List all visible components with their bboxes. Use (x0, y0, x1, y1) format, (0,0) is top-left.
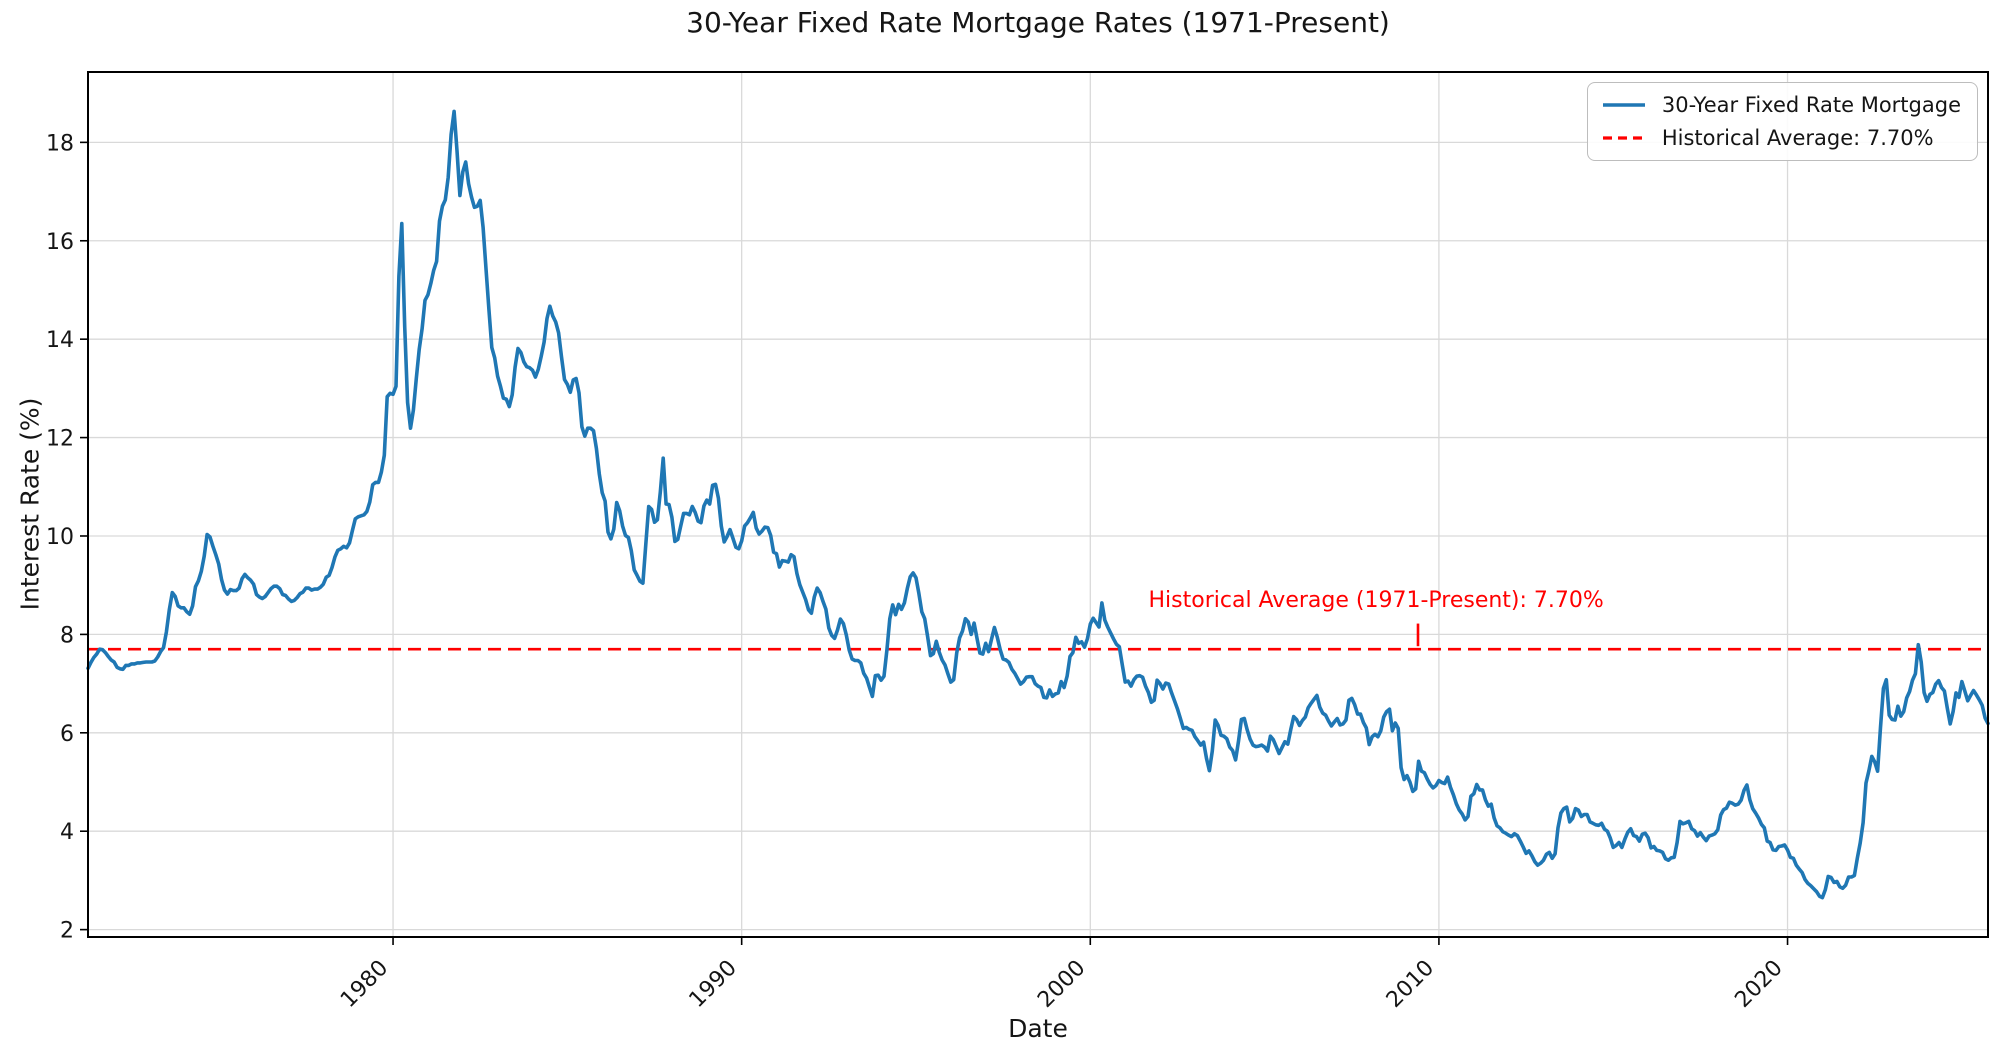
y-tick-label: 2 (60, 919, 74, 944)
y-tick-label: 14 (46, 328, 74, 353)
y-tick-label: 6 (60, 722, 74, 747)
y-tick-label: 4 (60, 820, 74, 845)
legend-label-mortgage: 30-Year Fixed Rate Mortgage (1661, 93, 1961, 117)
legend-item-average: Historical Average: 7.70% (1602, 126, 1961, 150)
plot-border (87, 71, 1989, 938)
x-tick-label: 1980 (336, 956, 393, 1013)
historical-average-annotation: Historical Average (1971-Present): 7.70% (1148, 587, 1604, 613)
x-tick-label: 2000 (1033, 956, 1090, 1013)
legend-label-average: Historical Average: 7.70% (1661, 126, 1934, 150)
mortgage-rate-line (86, 109, 1990, 900)
x-tick-label: 2020 (1731, 956, 1788, 1013)
y-tick-label: 16 (46, 230, 74, 255)
chart-title: 30-Year Fixed Rate Mortgage Rates (1971-… (686, 6, 1390, 39)
dashed-line-sample-icon (1602, 136, 1645, 140)
x-tick-label: 1990 (685, 956, 742, 1013)
legend-item-mortgage: 30-Year Fixed Rate Mortgage (1602, 93, 1961, 117)
solid-line-sample-icon (1602, 103, 1645, 107)
y-tick-label: 18 (46, 131, 74, 156)
y-tick-label: 12 (46, 427, 74, 452)
y-tick-label: 10 (46, 525, 74, 550)
y-axis-title: Interest Rate (%) (15, 397, 45, 611)
x-tick-label: 2010 (1382, 956, 1439, 1013)
legend: 30-Year Fixed Rate Mortgage Historical A… (1586, 82, 1978, 161)
y-tick-label: 8 (60, 623, 74, 648)
x-axis-title: Date (1008, 1014, 1068, 1043)
